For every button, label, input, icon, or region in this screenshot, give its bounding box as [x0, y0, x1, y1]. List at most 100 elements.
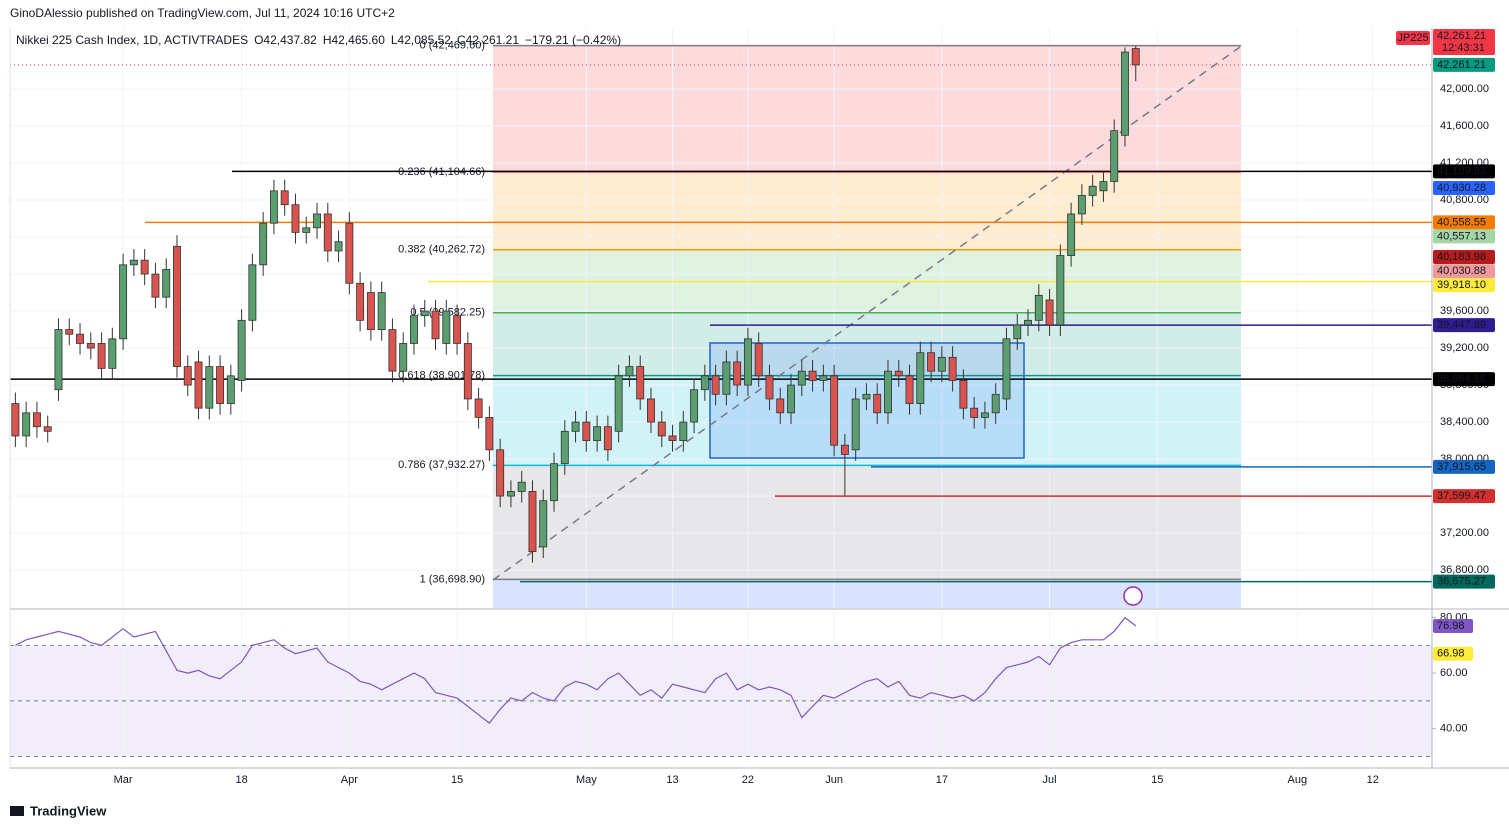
rsi-line — [15, 616, 1137, 724]
price-tag — [1433, 229, 1495, 244]
candle-body — [506, 491, 515, 497]
candle-body — [528, 491, 537, 552]
candle-body — [291, 204, 300, 233]
candle-body — [991, 393, 1000, 414]
candle-body — [1024, 319, 1032, 326]
y-tick-label: 39,600.00 — [1440, 305, 1489, 317]
y-tick-label: 60.00 — [1440, 667, 1468, 679]
price-tag-label: 40,030.88 — [1437, 265, 1486, 277]
price-tag — [1433, 181, 1495, 196]
candle-body — [54, 329, 63, 391]
rsi-tag-label: 66.98 — [1437, 648, 1465, 660]
candle-body — [1056, 255, 1065, 326]
candle-body — [119, 264, 128, 340]
candle-body — [1013, 324, 1022, 340]
candle-body — [894, 370, 903, 377]
y-tick-label: 40.00 — [1440, 723, 1468, 735]
candle-body — [647, 398, 655, 423]
countdown: 12:43:31 — [1442, 42, 1485, 54]
candle-body — [754, 343, 763, 377]
candle-body — [248, 264, 257, 321]
candle-body — [173, 245, 181, 367]
candle-body — [302, 227, 311, 233]
x-tick-label: 17 — [936, 774, 948, 786]
price-tag-label: 40,930.28 — [1437, 182, 1486, 194]
candle-body — [496, 449, 505, 497]
fib-label: 1 (36,698.90) — [420, 573, 485, 585]
candle-body — [366, 292, 375, 330]
price-tag — [1433, 489, 1495, 504]
candle-body — [657, 421, 666, 437]
candle-body — [539, 500, 548, 548]
candle-body — [1077, 195, 1086, 215]
candle-body — [722, 361, 731, 395]
candle-body — [733, 361, 742, 386]
price-tag-label: 40,558.55 — [1437, 216, 1486, 228]
price-tag — [1433, 574, 1495, 589]
publisher: GinoDAlessio published on TradingView.co… — [10, 6, 395, 20]
x-tick-label: Jun — [825, 774, 843, 786]
candle-body — [474, 398, 483, 418]
symbol-tag — [1396, 31, 1430, 45]
candle-body — [1121, 51, 1129, 136]
logo-icon — [10, 806, 24, 816]
price-tag — [1433, 215, 1495, 230]
x-tick-label: 22 — [742, 774, 754, 786]
candle-body — [129, 259, 138, 266]
candle-body — [205, 366, 214, 409]
legend-open: O42,437.82 — [254, 33, 317, 47]
candle-body — [1110, 130, 1119, 182]
candle-body — [927, 352, 936, 372]
price-tag-label: 39,918.10 — [1437, 279, 1486, 291]
candle-body — [743, 338, 752, 386]
y-tick-label: 41,600.00 — [1440, 120, 1489, 132]
x-tick-label: Apr — [341, 774, 358, 786]
candle-body — [76, 333, 84, 344]
price-tag-label: 37,599.47 — [1437, 490, 1486, 502]
candle-body — [97, 343, 106, 369]
price-tag — [1433, 372, 1495, 387]
fib-label: 0 (42,469.60) — [420, 40, 485, 52]
legend-close: C42,261.21 — [457, 33, 519, 47]
y-tick-label: 38,400.00 — [1440, 416, 1489, 428]
price-tag-label: 38,864.18 — [1437, 373, 1486, 385]
candle-body — [32, 412, 41, 428]
candle-body — [442, 310, 451, 344]
candle-body — [560, 430, 569, 465]
candle-body — [11, 403, 20, 437]
x-tick-label: Aug — [1288, 774, 1308, 786]
candle-body — [582, 421, 591, 441]
candle-body — [1045, 299, 1054, 326]
candle-body — [226, 375, 235, 404]
candle-body — [550, 463, 558, 502]
y-tick-label: 40,800.00 — [1440, 194, 1489, 206]
candle-body — [463, 343, 472, 400]
candle-body — [140, 259, 149, 275]
footer-logo: TradingView — [30, 803, 107, 818]
candle-body — [377, 292, 386, 330]
candle-body — [269, 190, 278, 224]
candle-body — [851, 398, 860, 451]
candle-body — [410, 315, 418, 344]
price-tag-label: 40,557.13 — [1437, 230, 1486, 242]
fib-band — [493, 579, 1241, 608]
fib-label: 0.382 (40,262.72) — [398, 244, 485, 256]
symbol-label: JP225 — [1397, 32, 1428, 44]
candle-body — [183, 366, 192, 386]
candle-body — [517, 481, 526, 492]
candle-body — [485, 417, 494, 451]
candle-body — [1067, 213, 1076, 256]
y-tick-label: 42,000.00 — [1440, 83, 1489, 95]
candle-body — [22, 412, 31, 437]
price-tag — [1433, 264, 1495, 279]
candle-body — [776, 398, 785, 414]
candle-body — [884, 370, 892, 414]
event-icon — [1123, 586, 1143, 606]
candle-body — [162, 269, 171, 298]
grid — [10, 28, 1432, 762]
candle-body — [797, 370, 806, 386]
legend-symbol: Nikkei 225 Cash Index, 1D, ACTIVTRADES — [16, 33, 248, 47]
candle-body — [625, 366, 634, 377]
rsi-tag — [1433, 618, 1473, 633]
candle-body — [334, 241, 343, 252]
